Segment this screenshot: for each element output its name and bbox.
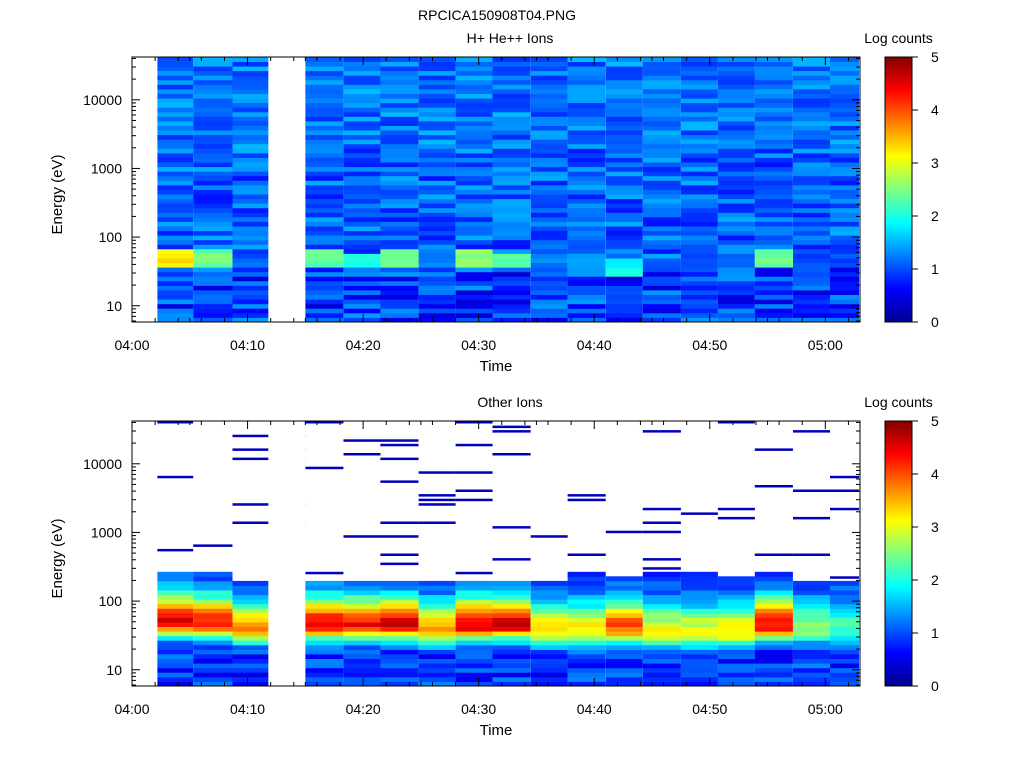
colorbar-tick-label: 2 — [931, 572, 939, 588]
figure-title: RPCICA150908T04.PNG — [418, 7, 576, 23]
colorbar-label: Log counts — [864, 394, 933, 410]
colorbar-tick-label: 0 — [931, 314, 939, 330]
heatmap-cells — [157, 421, 859, 687]
y-tick-label: 10000 — [83, 92, 122, 108]
x-tick-label: 04:10 — [230, 701, 265, 717]
x-tick-label: 04:10 — [230, 337, 265, 353]
colorbar-tick-label: 0 — [931, 678, 939, 694]
colorbar-tick-label: 1 — [931, 625, 939, 641]
data-gap — [268, 57, 306, 322]
heatmap-cells — [157, 57, 859, 323]
y-axis-label: Energy (eV) — [49, 518, 66, 598]
colorbar-tick-label: 3 — [931, 519, 939, 535]
data-gap — [268, 421, 306, 686]
x-tick-label: 05:00 — [808, 701, 843, 717]
x-tick-label: 04:20 — [346, 337, 381, 353]
x-axis: 04:00 04:10 04:20 04:30 04:40 04:50 05:00 — [114, 421, 849, 717]
y-tick-label: 100 — [99, 593, 123, 609]
x-tick-label: 04:00 — [114, 337, 149, 353]
colorbar: Log counts 0 1 2 3 4 5 — [864, 30, 939, 330]
colorbar-tick-label: 5 — [931, 49, 939, 65]
colorbar-tick-label: 3 — [931, 155, 939, 171]
panel-title: H+ He++ Ions — [467, 30, 554, 46]
colorbar-tick-label: 5 — [931, 413, 939, 429]
x-axis: 04:00 04:10 04:20 04:30 04:40 04:50 05:00 — [114, 57, 849, 353]
y-tick-label: 1000 — [91, 160, 122, 176]
x-tick-label: 04:30 — [461, 701, 496, 717]
colorbar: Log counts 0 1 2 3 4 5 — [864, 394, 939, 694]
y-tick-label: 100 — [99, 229, 123, 245]
y-tick-label: 10 — [106, 298, 122, 314]
x-tick-label: 04:50 — [692, 701, 727, 717]
x-tick-label: 04:40 — [577, 701, 612, 717]
y-axis-label: Energy (eV) — [49, 154, 66, 234]
x-axis-label: Time — [480, 358, 513, 375]
colorbar-tick-label: 4 — [931, 466, 939, 482]
y-axis: 10 100 1000 10000 — [83, 57, 860, 322]
x-axis-label: Time — [480, 722, 513, 739]
x-tick-label: 04:20 — [346, 701, 381, 717]
colorbar-tick-label: 4 — [931, 102, 939, 118]
colorbar-tick-label: 1 — [931, 261, 939, 277]
x-tick-label: 04:30 — [461, 337, 496, 353]
panel-title: Other Ions — [477, 394, 542, 410]
colorbar-label: Log counts — [864, 30, 933, 46]
x-tick-label: 04:00 — [114, 701, 149, 717]
x-tick-label: 05:00 — [808, 337, 843, 353]
y-tick-label: 10000 — [83, 456, 122, 472]
colorbar-scale — [884, 56, 913, 323]
y-axis: 10 100 1000 10000 — [83, 421, 860, 686]
y-tick-label: 10 — [106, 662, 122, 678]
panel-other-ions: 04:00 04:10 04:20 04:30 04:40 04:50 05:00 Time 1… — [49, 394, 939, 739]
panel-h-he-ions: 04:00 04:10 04:20 04:30 04:40 04:50 05:00 Time 1… — [49, 30, 939, 375]
y-tick-label: 1000 — [91, 524, 122, 540]
colorbar-tick-label: 2 — [931, 208, 939, 224]
colorbar-scale — [884, 420, 913, 687]
x-tick-label: 04:40 — [577, 337, 612, 353]
x-tick-label: 04:50 — [692, 337, 727, 353]
